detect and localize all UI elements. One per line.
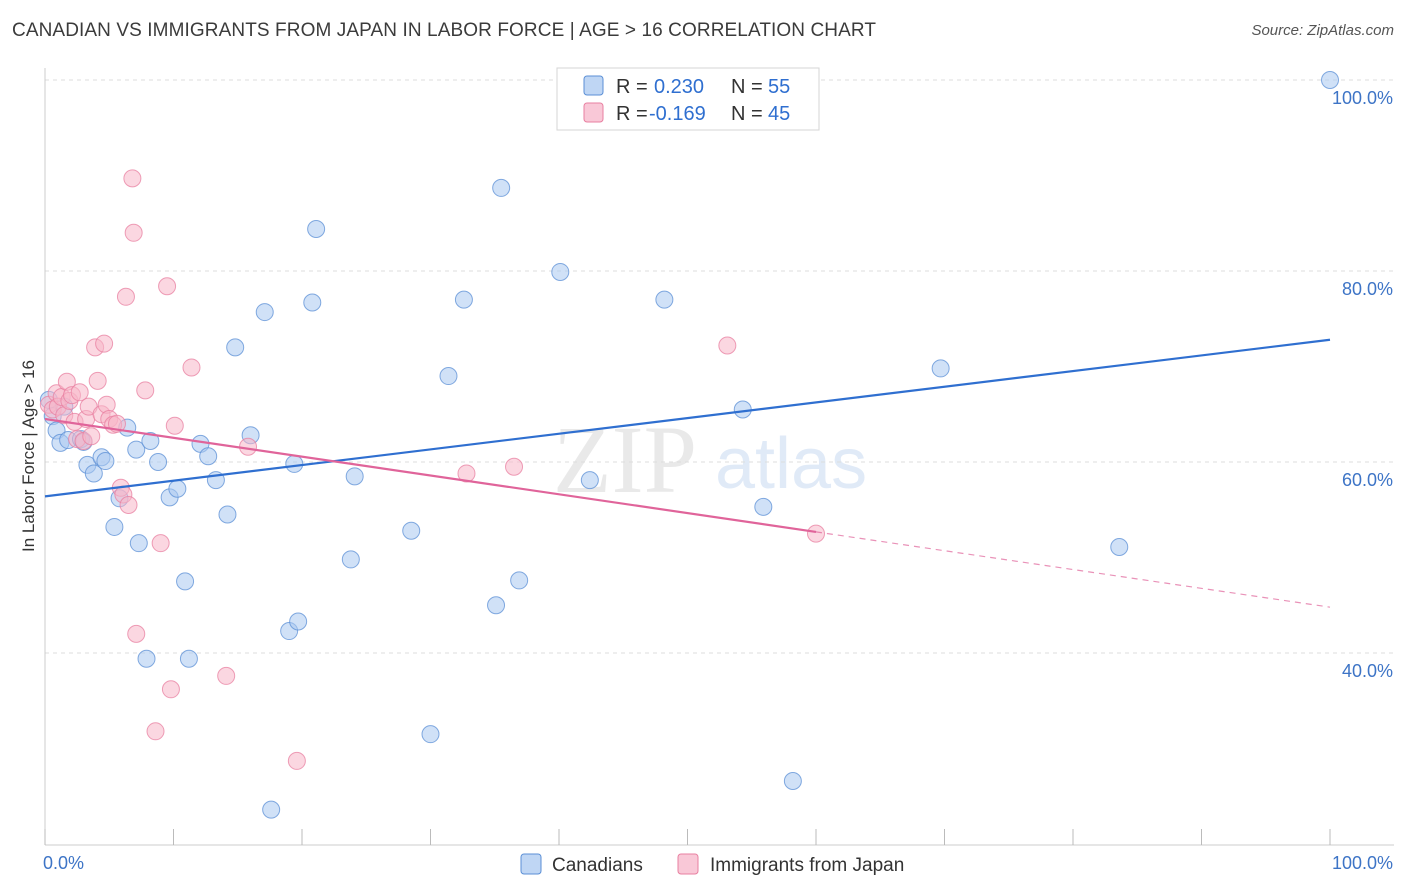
watermark-atlas: atlas <box>715 424 867 504</box>
watermark-zip: ZIP <box>553 406 697 513</box>
point-canadians-18 <box>141 431 160 450</box>
point-canadians-49 <box>655 290 674 309</box>
point-canadians-9 <box>84 464 103 483</box>
legend-r-value-1: 0.230 <box>654 76 704 98</box>
point-japan-37 <box>182 358 201 377</box>
series-japan-points <box>39 169 825 770</box>
point-canadians-19 <box>149 453 168 471</box>
point-japan-42 <box>505 457 524 476</box>
legend-swatch-canadians <box>583 75 604 96</box>
point-japan-39 <box>239 437 258 456</box>
legend-r-label-2: R = <box>616 103 648 125</box>
legend-n-label-1: N = <box>731 76 763 98</box>
point-japan-32 <box>146 722 165 741</box>
point-canadians-43 <box>487 596 506 615</box>
point-canadians-28 <box>226 338 245 357</box>
point-canadians-33 <box>285 454 304 473</box>
point-canadians-36 <box>307 219 326 238</box>
point-canadians-38 <box>345 467 364 486</box>
point-canadians-46 <box>551 262 570 281</box>
trend-line-canadians <box>44 338 1331 498</box>
point-canadians-39 <box>402 521 421 540</box>
legend-swatch-japan <box>583 102 604 123</box>
axes <box>44 68 1394 846</box>
point-canadians-16 <box>129 534 148 553</box>
y-tick-labels: 40.0% 60.0% 80.0% 100.0% <box>1332 88 1393 681</box>
point-japan-44 <box>807 524 825 543</box>
legend-r-value-2: -0.169 <box>649 103 706 125</box>
y-tick-label-1: 60.0% <box>1342 470 1393 490</box>
point-canadians-25 <box>199 447 218 466</box>
point-japan-43 <box>718 336 737 355</box>
point-japan-11 <box>70 383 89 402</box>
bottom-legend: Canadians Immigrants from Japan <box>520 853 904 876</box>
point-canadians-30 <box>255 303 274 322</box>
point-canadians-42 <box>454 290 473 309</box>
point-japan-29 <box>124 223 143 242</box>
point-canadians-53 <box>931 359 950 378</box>
point-canadians-22 <box>176 572 195 591</box>
legend-n-value-1: 55 <box>768 76 790 98</box>
point-japan-40 <box>287 751 306 770</box>
point-japan-28 <box>123 169 142 188</box>
y-tick-label-2: 80.0% <box>1342 279 1393 299</box>
x-tick-labels: 0.0% 100.0% <box>43 853 1393 873</box>
legend-n-value-2: 45 <box>768 103 790 125</box>
point-japan-17 <box>88 371 107 390</box>
source-label: Source: ZipAtlas.com <box>1251 22 1394 39</box>
bottom-legend-swatch-japan <box>677 853 699 875</box>
point-japan-15 <box>82 427 101 446</box>
point-canadians-51 <box>754 497 773 516</box>
point-canadians-41 <box>439 367 458 386</box>
point-japan-27 <box>119 495 138 514</box>
legend-r-label-1: R = <box>616 76 648 98</box>
point-canadians-45 <box>510 571 529 590</box>
point-canadians-55 <box>1321 71 1339 89</box>
point-japan-36 <box>165 416 184 435</box>
point-japan-38 <box>217 666 236 685</box>
point-japan-34 <box>158 277 177 296</box>
watermark: ZIP atlas <box>553 406 867 513</box>
point-japan-26 <box>116 287 135 306</box>
x-tick-label-1: 100.0% <box>1332 853 1393 873</box>
point-canadians-40 <box>421 725 440 744</box>
point-canadians-54 <box>1110 537 1129 556</box>
bottom-legend-canadians: Canadians <box>552 855 643 876</box>
point-canadians-17 <box>137 649 156 668</box>
trend-lines <box>44 338 1331 608</box>
legend-n-label-2: N = <box>731 103 763 125</box>
legend-box: R = 0.230 N = 55 R = -0.169 N = 45 <box>556 67 820 131</box>
point-japan-33 <box>151 534 170 553</box>
point-canadians-15 <box>127 440 146 459</box>
bottom-legend-japan: Immigrants from Japan <box>710 855 904 876</box>
point-canadians-35 <box>303 293 322 312</box>
point-canadians-44 <box>492 178 511 197</box>
point-canadians-21 <box>168 479 187 498</box>
point-japan-19 <box>95 334 114 353</box>
point-canadians-52 <box>783 771 802 790</box>
bottom-legend-swatch-canadians <box>520 853 542 875</box>
trend-line-japan <box>44 417 817 533</box>
point-canadians-31 <box>262 800 281 819</box>
point-canadians-48 <box>580 471 599 490</box>
trend-line-japan-extrapolated <box>815 531 1331 608</box>
chart-title: CANADIAN VS IMMIGRANTS FROM JAPAN IN LAB… <box>12 20 877 41</box>
point-japan-35 <box>161 680 180 699</box>
point-canadians-37 <box>341 550 360 569</box>
point-canadians-50 <box>733 400 752 419</box>
point-canadians-23 <box>179 649 198 668</box>
y-tick-label-0: 40.0% <box>1342 661 1393 681</box>
point-canadians-34 <box>289 612 308 631</box>
point-canadians-12 <box>105 517 124 536</box>
point-canadians-27 <box>218 505 237 524</box>
grid-lines <box>45 79 1394 654</box>
point-japan-31 <box>136 381 155 400</box>
y-tick-label-3: 100.0% <box>1332 88 1393 108</box>
point-japan-30 <box>127 624 146 643</box>
point-japan-41 <box>457 464 476 483</box>
point-canadians-11 <box>96 452 115 471</box>
y-axis-label: In Labor Force | Age > 16 <box>19 360 38 552</box>
x-tick-label-0: 0.0% <box>43 853 84 873</box>
